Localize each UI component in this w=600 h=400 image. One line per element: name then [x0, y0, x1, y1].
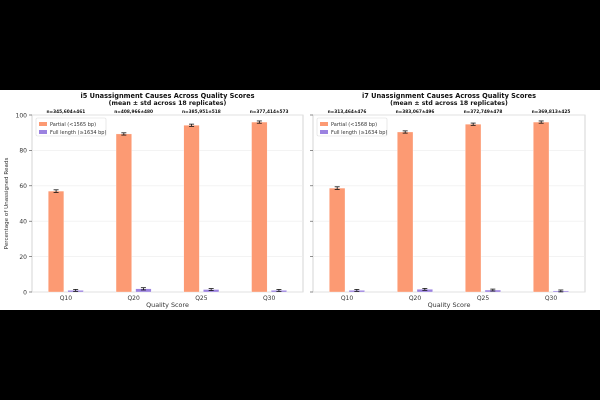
n-label: n=377,414±573 [250, 109, 289, 115]
chart-title: i7 Unassignment Causes Across Quality Sc… [362, 92, 536, 100]
y-tick-label: 80 [19, 148, 27, 155]
x-axis-label: Quality Score [146, 301, 189, 309]
legend-label: Partial (<1568 bp) [331, 122, 377, 128]
n-label: n=313,464±476 [328, 109, 367, 115]
legend: Partial (<1565 bp) Full length (≥1634 bp) [35, 117, 107, 137]
bar-partial-q20 [397, 131, 414, 293]
bar-partial-q30 [251, 121, 268, 293]
y-tick-label: 100 [16, 112, 28, 119]
legend-label: Partial (<1565 bp) [50, 122, 96, 128]
legend-swatch [320, 130, 328, 134]
n-label: n=369,813±425 [532, 109, 571, 115]
bar-partial-q10 [329, 187, 346, 293]
bar-partial-q30 [533, 121, 550, 293]
n-label: n=408,966±480 [114, 109, 153, 115]
bar-partial-q25 [465, 124, 482, 293]
bar-partial-q10 [48, 190, 65, 293]
n-label: n=385,951±518 [182, 109, 221, 115]
legend-box [316, 117, 388, 137]
x-tick-label: Q20 [127, 295, 140, 302]
x-tick-label: Q10 [60, 295, 73, 302]
y-tick-label: 60 [19, 183, 27, 190]
x-tick-label: Q25 [477, 295, 490, 302]
legend-swatch [39, 122, 47, 126]
chart-title: i5 Unassignment Causes Across Quality Sc… [80, 92, 254, 100]
y-tick-label: 40 [19, 219, 27, 226]
x-tick-label: Q25 [195, 295, 208, 302]
n-label: n=372,749±478 [464, 109, 503, 115]
legend-box [35, 117, 107, 137]
x-tick-label: Q20 [409, 295, 422, 302]
bar-partial-q20 [115, 133, 132, 293]
legend-swatch [320, 122, 328, 126]
figure-canvas: 0 20 40 60 80 100 i5 Unassignment Causes Acros… [0, 90, 600, 310]
n-label: n=383,067±496 [396, 109, 435, 115]
figure-svg: 0 20 40 60 80 100 i5 Unassignment Causes Acros… [4, 92, 586, 309]
y-tick-label: 20 [19, 254, 27, 261]
x-axis-label: Quality Score [428, 301, 471, 309]
legend-swatch [39, 130, 47, 134]
legend: Partial (<1568 bp) Full length (≥1634 bp) [316, 117, 388, 137]
y-tick-label: 0 [23, 289, 27, 296]
bar-partial-q25 [183, 125, 200, 293]
chart-panel-i5: 0 20 40 60 80 100 i5 Unassignment Causes Acros… [4, 92, 304, 309]
x-tick-label: Q30 [545, 295, 558, 302]
chart-subtitle: (mean ± std across 18 replicates) [390, 100, 508, 107]
legend-label: Full length (≥1634 bp) [50, 130, 106, 136]
chart-subtitle: (mean ± std across 18 replicates) [109, 100, 227, 107]
x-tick-label: Q30 [263, 295, 276, 302]
y-axis-label: Percentage of Unassigned Reads [4, 158, 10, 250]
chart-panel-i7: i7 Unassignment Causes Across Quality Sc… [310, 92, 586, 309]
legend-label: Full length (≥1634 bp) [331, 130, 387, 136]
n-label: n=345,604±461 [46, 109, 85, 115]
x-tick-label: Q10 [341, 295, 354, 302]
